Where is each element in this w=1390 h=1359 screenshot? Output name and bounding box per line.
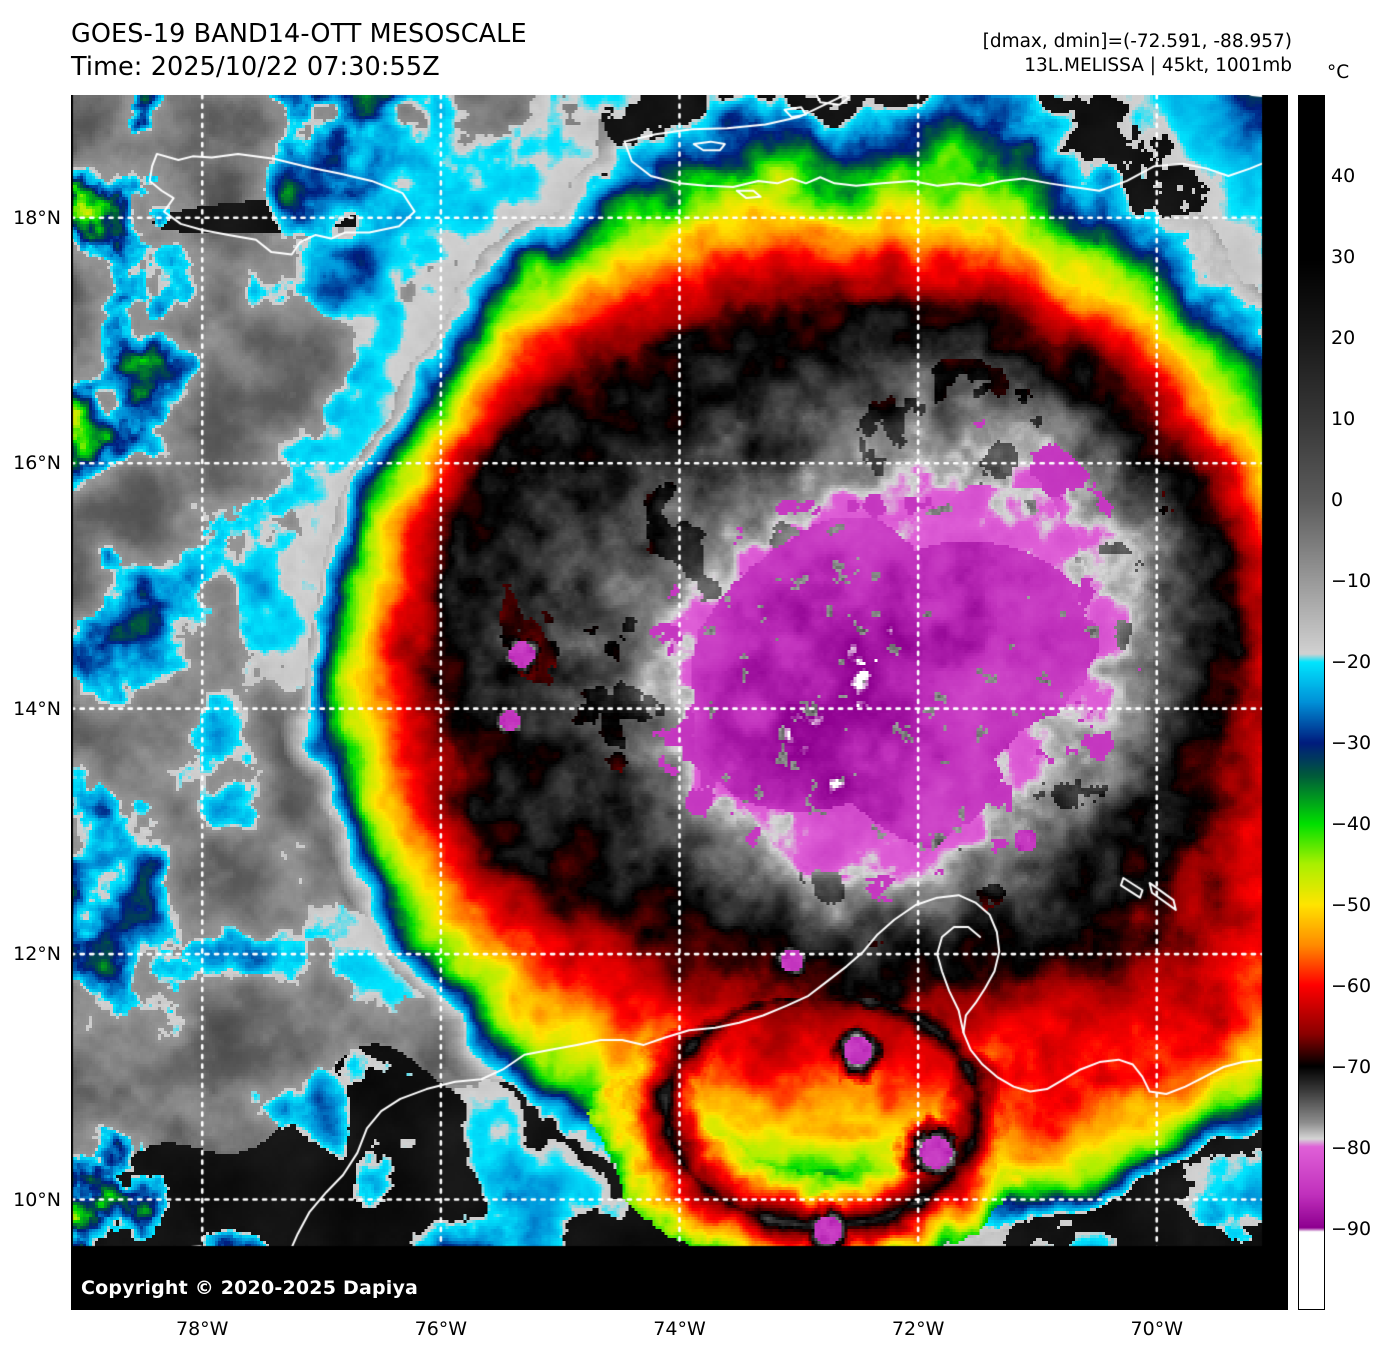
satellite-image-plot[interactable] — [71, 95, 1288, 1310]
page-title: GOES-19 BAND14-OTT MESOSCALE Time: 2025/… — [71, 18, 527, 84]
colorbar-tick-label: −50 — [1331, 894, 1372, 916]
colorbar-tick-label: −10 — [1331, 570, 1372, 592]
colorbar-tick-label: 20 — [1331, 327, 1356, 349]
colorbar-tick-label: −60 — [1331, 975, 1372, 997]
colorbar-tick-label: −80 — [1331, 1137, 1372, 1159]
latitude-tick-label: 12°N — [13, 943, 61, 966]
longitude-tick-label: 78°W — [176, 1318, 229, 1340]
longitude-tick-label: 72°W — [891, 1318, 945, 1340]
dmax-dmin-readout: [dmax, dmin]=(-72.591, -88.957) — [982, 31, 1292, 52]
copyright-notice: Copyright © 2020-2025 Dapiya — [81, 1277, 419, 1299]
latitude-tick-label: 18°N — [13, 206, 61, 229]
colorbar-tick-label: −40 — [1331, 813, 1372, 835]
temperature-colorbar[interactable] — [1298, 95, 1325, 1310]
colorbar-tick-label: −20 — [1331, 651, 1372, 673]
colorbar-tick-label: −70 — [1331, 1056, 1372, 1078]
colorbar-unit-label: °C — [1327, 62, 1350, 83]
colorbar-tick-label: −90 — [1331, 1218, 1372, 1240]
colorbar-tick-label: 40 — [1331, 165, 1356, 187]
longitude-tick-label: 76°W — [414, 1318, 468, 1340]
metadata-block: [dmax, dmin]=(-72.591, -88.957) 13L.MELI… — [983, 30, 1292, 79]
colorbar-tick-label: 0 — [1331, 489, 1344, 511]
storm-info-readout: 13L.MELISSA | 45kt, 1001mb — [1024, 55, 1292, 77]
colorbar-tick-label: 30 — [1331, 246, 1356, 268]
longitude-tick-label: 70°W — [1130, 1318, 1183, 1340]
product-title: GOES-19 BAND14-OTT MESOSCALE — [71, 19, 527, 49]
latitude-tick-label: 14°N — [13, 697, 61, 720]
colorbar-gradient — [1299, 96, 1324, 1309]
colorbar-tick-label: 10 — [1331, 408, 1356, 430]
longitude-tick-label: 74°W — [653, 1318, 706, 1340]
latitude-tick-label: 16°N — [13, 452, 61, 475]
colorbar-tick-label: −30 — [1331, 732, 1372, 754]
latitude-tick-label: 10°N — [13, 1188, 61, 1211]
coastline-and-graticule-overlay — [71, 95, 1288, 1310]
observation-time: Time: 2025/10/22 07:30:55Z — [71, 52, 440, 83]
